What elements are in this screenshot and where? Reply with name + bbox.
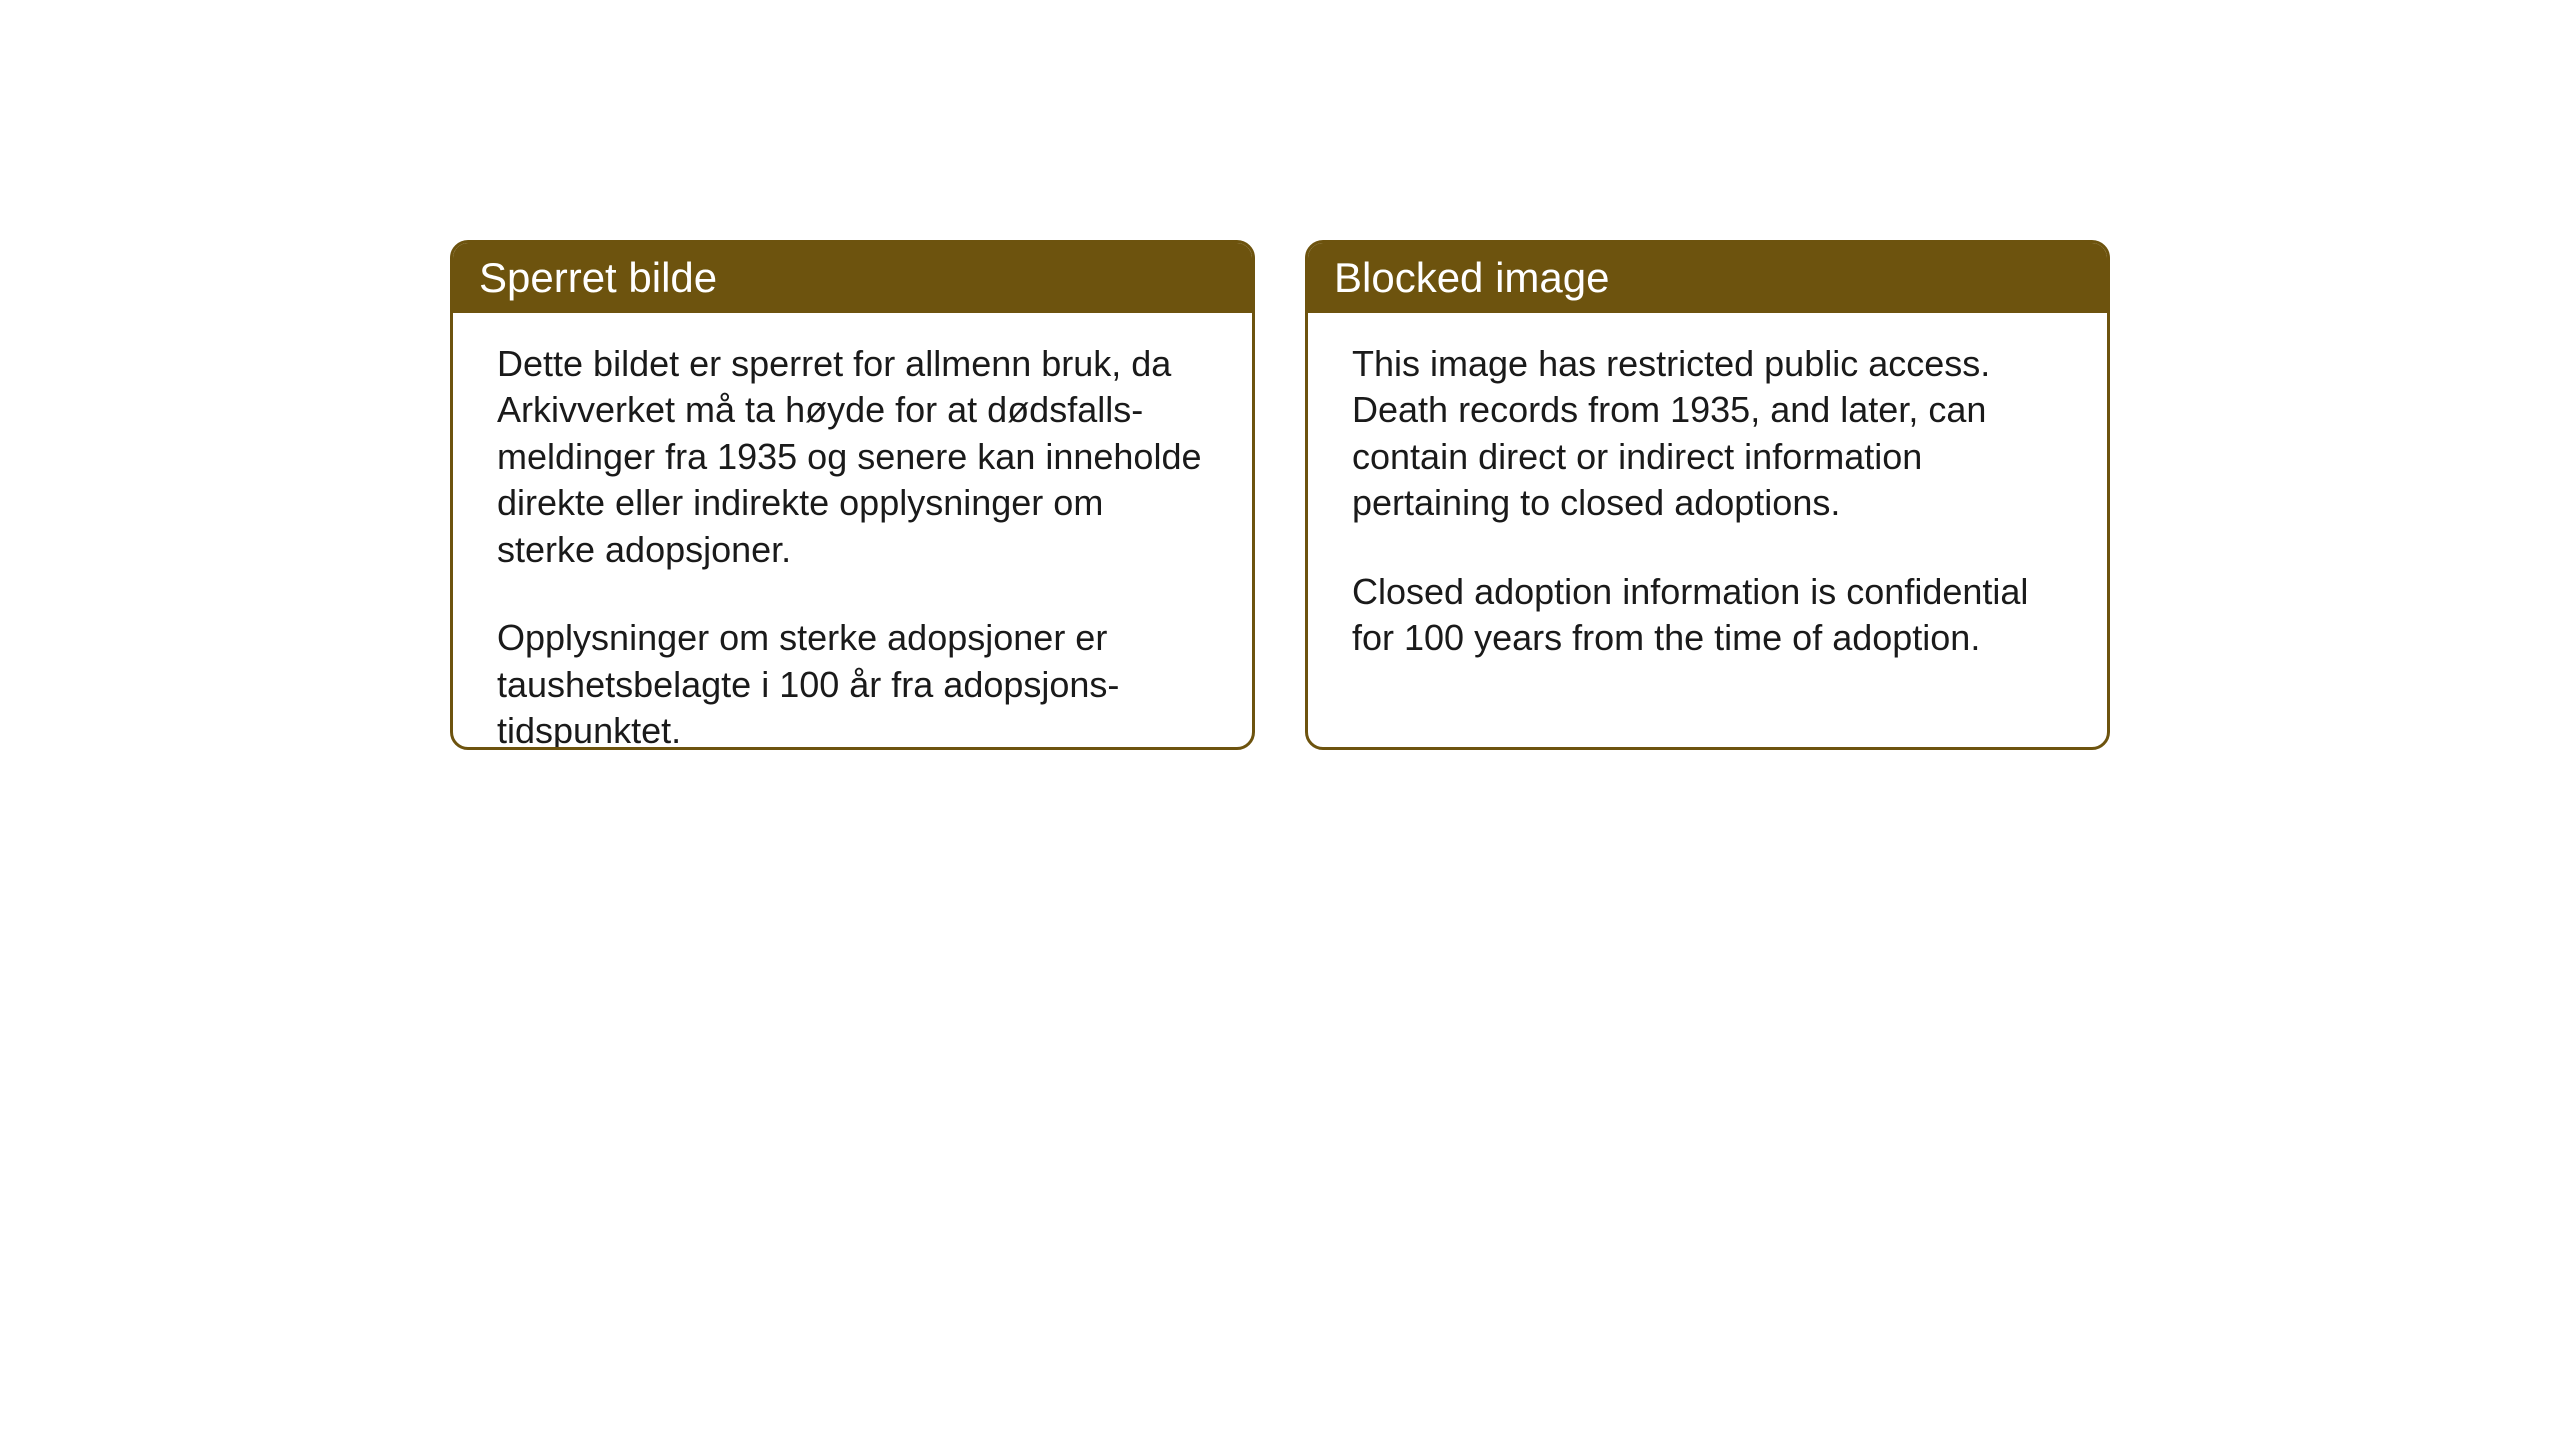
notice-card-norwegian: Sperret bilde Dette bildet er sperret fo… <box>450 240 1255 750</box>
notice-header-english: Blocked image <box>1308 243 2107 313</box>
notice-paragraph-1-english: This image has restricted public access.… <box>1352 341 2063 527</box>
notice-title-english: Blocked image <box>1334 254 1609 301</box>
notice-paragraph-1-norwegian: Dette bildet er sperret for allmenn bruk… <box>497 341 1208 573</box>
notice-container: Sperret bilde Dette bildet er sperret fo… <box>450 240 2110 750</box>
notice-paragraph-2-norwegian: Opplysninger om sterke adopsjoner er tau… <box>497 615 1208 750</box>
notice-title-norwegian: Sperret bilde <box>479 254 717 301</box>
notice-header-norwegian: Sperret bilde <box>453 243 1252 313</box>
notice-body-norwegian: Dette bildet er sperret for allmenn bruk… <box>453 313 1252 750</box>
notice-body-english: This image has restricted public access.… <box>1308 313 2107 690</box>
notice-card-english: Blocked image This image has restricted … <box>1305 240 2110 750</box>
notice-paragraph-2-english: Closed adoption information is confident… <box>1352 569 2063 662</box>
